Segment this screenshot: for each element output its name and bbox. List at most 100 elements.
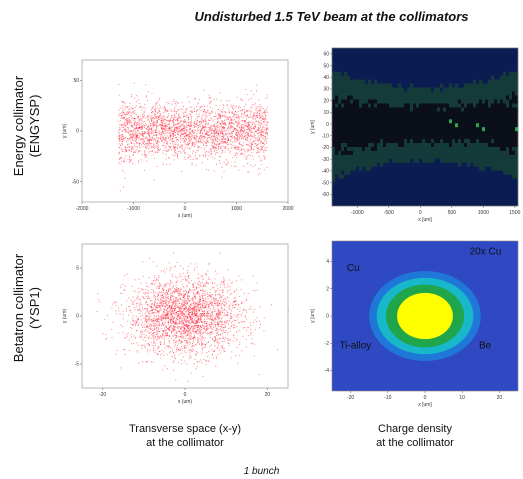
scatter-point [261,123,263,125]
heatmap-cell [476,111,480,116]
scatter-point [260,147,262,149]
scatter-point [257,129,259,131]
scatter-point [226,104,228,106]
heatmap-cell [338,75,342,80]
heatmap-cell [383,138,387,143]
scatter-point [154,325,156,327]
scatter-point [201,115,203,117]
scatter-point [139,146,141,148]
heatmap-cell [341,107,345,112]
heatmap-cell [380,115,384,120]
heatmap-cell [512,103,516,108]
scatter-point [134,137,136,139]
scatter-point [245,139,247,141]
heatmap-cell [428,115,432,120]
heatmap-cell [491,115,495,120]
scatter-point [195,129,197,131]
heatmap-cell [335,130,339,136]
scatter-point [200,129,202,131]
heatmap-cell [332,107,336,112]
scatter-point [190,337,192,339]
heatmap-cell [488,138,492,143]
scatter-point [263,145,265,147]
scatter-point [172,291,174,293]
scatter-point [215,98,217,100]
heatmap-cell [491,103,495,108]
heatmap-cell [512,162,516,167]
heatmap-cell [395,95,399,100]
scatter-point [143,324,145,326]
scatter-point [135,122,137,124]
heatmap-cell [338,154,342,159]
scatter-point [145,322,147,324]
heatmap-cell [353,115,357,120]
scatter-point [190,121,192,123]
heatmap-cell [515,146,519,151]
scatter-point [121,133,123,135]
scatter-point [129,156,131,158]
scatter-point [162,138,164,140]
scatter-point [157,143,159,145]
scatter-point [165,268,167,270]
scatter-point [257,140,259,142]
scatter-point [233,115,235,117]
scatter-point [248,124,250,126]
scatter-point [197,303,199,305]
scatter-point [226,320,228,322]
scatter-point [202,126,204,128]
scatter-point [176,101,178,103]
scatter-point [232,104,234,106]
scatter-point [247,132,249,134]
scatter-point [179,116,181,118]
scatter-point [183,140,185,142]
scatter-point [157,338,159,340]
scatter-point [179,317,181,319]
scatter-point [231,141,233,143]
scatter-point [200,130,202,132]
row-label-betatron: Betatron collimator (YSP1) [11,223,43,393]
heatmap-cell [449,99,453,104]
scatter-point [204,331,206,333]
scatter-point [142,134,144,136]
heatmap-cell [428,103,432,108]
scatter-point [124,119,126,121]
heatmap-cell [347,162,351,167]
scatter-point [194,138,196,140]
scatter-point [207,298,209,300]
scatter-point [190,118,192,120]
scatter-point [265,129,267,131]
scatter-point [157,335,159,337]
heatmap-cell [332,83,336,88]
scatter-point [154,129,156,131]
scatter-point [164,300,166,302]
scatter-point [250,106,252,108]
heatmap-cell [458,111,462,116]
heatmap-cell [506,158,510,163]
heatmap-cell [497,166,501,171]
scatter-point [236,135,238,137]
heatmap-cell [455,87,459,92]
scatter-point [134,128,136,130]
heatmap-cell [476,138,480,143]
scatter-point [184,116,186,118]
scatter-point [161,145,163,147]
heatmap-cell [359,119,363,124]
scatter-point [234,128,236,130]
scatter-point [126,335,128,337]
scatter-point [130,121,132,123]
scatter-point [141,333,143,335]
scatter-point [218,147,220,149]
scatter-point [144,150,146,152]
scatter-point [180,133,182,135]
scatter-point [233,136,235,138]
heatmap-cell [476,130,480,136]
scatter-point [212,297,214,299]
heatmap-cell [479,107,483,112]
heatmap-cell [458,142,462,147]
heatmap-cell [425,127,429,132]
scatter-point [118,94,120,96]
scatter-point [252,143,254,145]
scatter-point [263,136,265,138]
scatter-point [131,115,133,117]
scatter-point [122,116,124,118]
